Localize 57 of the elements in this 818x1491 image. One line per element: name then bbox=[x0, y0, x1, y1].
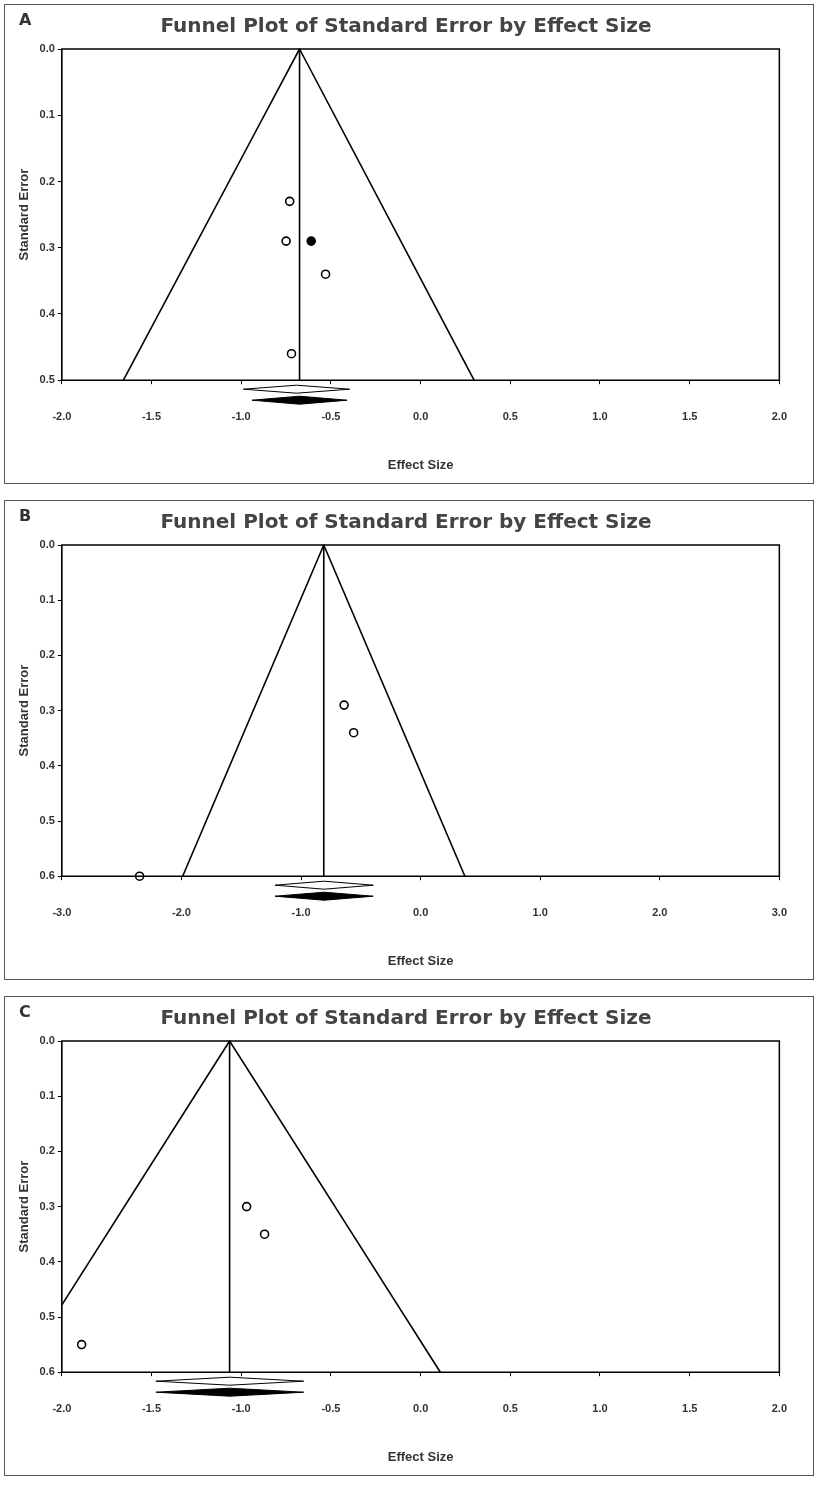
x-tick-label: 3.0 bbox=[771, 905, 787, 918]
y-axis-title: Standard Error bbox=[16, 168, 32, 261]
x-tick-label: -1.5 bbox=[142, 1401, 162, 1414]
y-axis-title: Standard Error bbox=[16, 1160, 32, 1253]
y-tick-label: 0.3 bbox=[39, 1199, 55, 1212]
x-tick-label: -2.0 bbox=[171, 905, 191, 918]
x-tick-label: -1.0 bbox=[291, 905, 311, 918]
x-tick-label: 2.0 bbox=[771, 1401, 787, 1414]
x-tick-label: 1.0 bbox=[592, 409, 608, 422]
x-tick-label: 1.0 bbox=[592, 1401, 608, 1414]
x-tick-label: 0.5 bbox=[502, 1401, 518, 1414]
text: C bbox=[19, 1002, 31, 1022]
y-tick-label: 0.6 bbox=[39, 1365, 55, 1378]
x-tick-label: -2.0 bbox=[52, 409, 72, 422]
x-tick-label: -0.5 bbox=[321, 409, 341, 422]
x-tick-label: 1.5 bbox=[682, 409, 698, 422]
x-tick-label: -2.0 bbox=[52, 1401, 72, 1414]
x-tick-label: 0.0 bbox=[412, 1401, 429, 1414]
x-axis-title: Effect Size bbox=[387, 456, 454, 472]
x-tick-label: 0.5 bbox=[502, 409, 518, 422]
y-tick-label: 0.5 bbox=[39, 1310, 55, 1323]
y-axis-title: Standard Error bbox=[16, 664, 32, 757]
y-tick-label: 0.4 bbox=[39, 758, 56, 771]
text: A bbox=[19, 10, 32, 30]
x-tick-label: -1.5 bbox=[142, 409, 162, 422]
x-tick-label: 1.0 bbox=[532, 905, 548, 918]
y-tick-label: 0.2 bbox=[39, 1144, 55, 1157]
x-tick-label: -1.0 bbox=[231, 409, 251, 422]
x-tick-label: -1.0 bbox=[231, 1401, 251, 1414]
x-tick-label: -0.5 bbox=[321, 1401, 341, 1414]
x-tick-label: 1.5 bbox=[682, 1401, 698, 1414]
x-tick-label: 2.0 bbox=[771, 409, 787, 422]
y-tick-label: 0.0 bbox=[39, 42, 55, 55]
chart-title: Funnel Plot of Standard Error by Effect Size bbox=[160, 509, 652, 534]
y-tick-label: 0.6 bbox=[39, 869, 55, 882]
y-tick-label: 0.4 bbox=[39, 1254, 56, 1267]
x-tick-label: 2.0 bbox=[652, 905, 668, 918]
chart-title: Funnel Plot of Standard Error by Effect Size bbox=[160, 1005, 652, 1030]
y-tick-label: 0.2 bbox=[39, 174, 55, 187]
y-tick-label: 0.3 bbox=[39, 240, 55, 253]
text: B bbox=[19, 506, 32, 526]
y-tick-label: 0.3 bbox=[39, 703, 55, 716]
chart-title: Funnel Plot of Standard Error by Effect Size bbox=[160, 13, 652, 38]
y-tick-label: 0.5 bbox=[39, 373, 55, 386]
y-tick-label: 0.2 bbox=[39, 648, 55, 661]
y-tick-label: 0.1 bbox=[39, 108, 55, 121]
y-tick-label: 0.0 bbox=[39, 538, 55, 551]
y-tick-label: 0.1 bbox=[39, 593, 55, 606]
x-tick-label: 0.0 bbox=[412, 409, 429, 422]
x-axis-title: Effect Size bbox=[387, 952, 454, 968]
y-tick-label: 0.0 bbox=[39, 1034, 55, 1047]
x-tick-label: -3.0 bbox=[52, 905, 72, 918]
y-tick-label: 0.1 bbox=[39, 1089, 55, 1102]
x-tick-label: 0.0 bbox=[412, 905, 429, 918]
y-tick-label: 0.5 bbox=[39, 814, 55, 827]
x-axis-title: Effect Size bbox=[387, 1448, 454, 1464]
y-tick-label: 0.4 bbox=[39, 306, 56, 319]
